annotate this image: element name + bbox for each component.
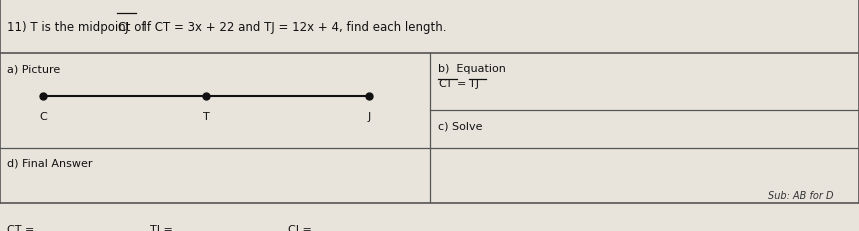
Text: TJ: TJ [469,79,479,89]
Text: b)  Equation: b) Equation [438,64,506,74]
Text: TJ =: TJ = [150,224,174,231]
Text: CJ =: CJ = [288,224,312,231]
Text: c) Solve: c) Solve [438,121,483,131]
Text: C: C [39,111,47,121]
Text: J: J [368,111,371,121]
Text: a) Picture: a) Picture [7,64,60,74]
Text: 11) T is the midpoint of: 11) T is the midpoint of [7,20,149,33]
Text: =: = [457,79,466,89]
Text: . If CT = 3x + 22 and TJ = 12x + 4, find each length.: . If CT = 3x + 22 and TJ = 12x + 4, find… [137,20,447,33]
Text: Sub: AB for D: Sub: AB for D [768,190,833,200]
Text: CJ: CJ [118,20,129,33]
Text: CT =: CT = [7,224,34,231]
Text: CT: CT [438,79,453,89]
Text: d) Final Answer: d) Final Answer [7,158,93,168]
Text: T: T [203,111,210,121]
